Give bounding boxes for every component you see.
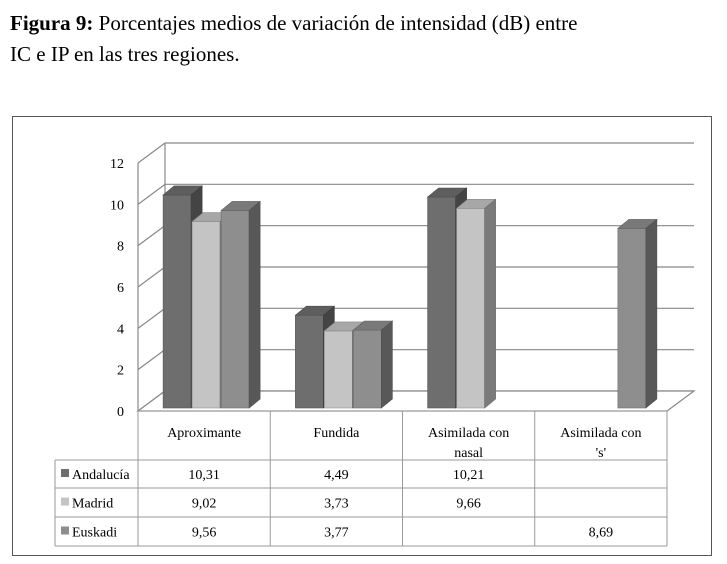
data-label: 9,02 — [192, 497, 217, 512]
legend-label: Euskadi — [72, 526, 117, 541]
caption-line-2: IC e IP en las tres regiones. — [10, 42, 240, 66]
caption-figure-number: Figura 9: — [10, 11, 94, 35]
x-category-label: Fundida — [313, 426, 360, 441]
gridline-side — [137, 266, 166, 288]
bar-side — [645, 218, 658, 409]
y-tick-label: 0 — [117, 405, 124, 420]
bar-front — [191, 221, 221, 409]
legend-swatch — [61, 469, 69, 477]
bar-side — [484, 198, 496, 409]
gridline-side — [137, 225, 166, 247]
bar-front — [353, 329, 382, 409]
caption-line-1: Figura 9: Porcentajes medios de variació… — [10, 8, 722, 39]
y-tick-label: 8 — [117, 240, 124, 255]
x-category-label: Asimilada con — [560, 426, 641, 441]
bar-madrid-2 — [455, 198, 497, 409]
bar-front — [295, 314, 324, 409]
gridline-side — [137, 307, 166, 329]
legend-label: Madrid — [72, 497, 113, 512]
data-label: 10,21 — [453, 468, 485, 483]
bar-front — [427, 196, 456, 409]
x-category-label: 's' — [596, 446, 607, 461]
y-tick-label: 2 — [117, 364, 124, 379]
bar-front — [220, 210, 250, 409]
data-label: 3,73 — [324, 497, 349, 512]
bar-side — [248, 200, 261, 409]
bar-side — [381, 320, 393, 409]
legend-label: Andalucía — [72, 468, 130, 483]
legend-swatch — [61, 497, 69, 506]
x-category-label: Asimilada con — [428, 426, 509, 441]
y-tick-label: 12 — [110, 157, 124, 172]
chart-frame — [12, 116, 712, 556]
data-label: 9,56 — [192, 526, 217, 541]
data-label: 4,49 — [324, 468, 349, 483]
bar-front — [162, 194, 192, 409]
bar-front — [324, 330, 353, 409]
caption-text-1: Porcentajes medios de variación de inten… — [93, 11, 578, 35]
gridline-side — [137, 142, 166, 164]
bar-euskadi-3 — [617, 218, 658, 409]
y-tick-label: 10 — [110, 198, 124, 213]
data-label: 8,69 — [589, 526, 614, 541]
data-label: 10,31 — [188, 468, 220, 483]
y-tick-label: 6 — [117, 281, 124, 296]
bar-euskadi-1 — [352, 320, 394, 409]
gridline-side — [137, 183, 166, 205]
data-label: 9,66 — [456, 497, 481, 512]
legend-swatch — [61, 526, 69, 535]
data-label: 3,77 — [324, 526, 349, 541]
x-category-label: Aproximante — [167, 426, 241, 441]
x-category-label: nasal — [454, 446, 483, 461]
bar-front — [617, 228, 647, 409]
gridline-side — [137, 349, 166, 371]
bar-euskadi-0 — [220, 200, 261, 409]
figure-caption: Figura 9: Porcentajes medios de variació… — [10, 8, 722, 70]
y-tick-label: 4 — [117, 322, 124, 337]
bar-front — [456, 208, 485, 409]
